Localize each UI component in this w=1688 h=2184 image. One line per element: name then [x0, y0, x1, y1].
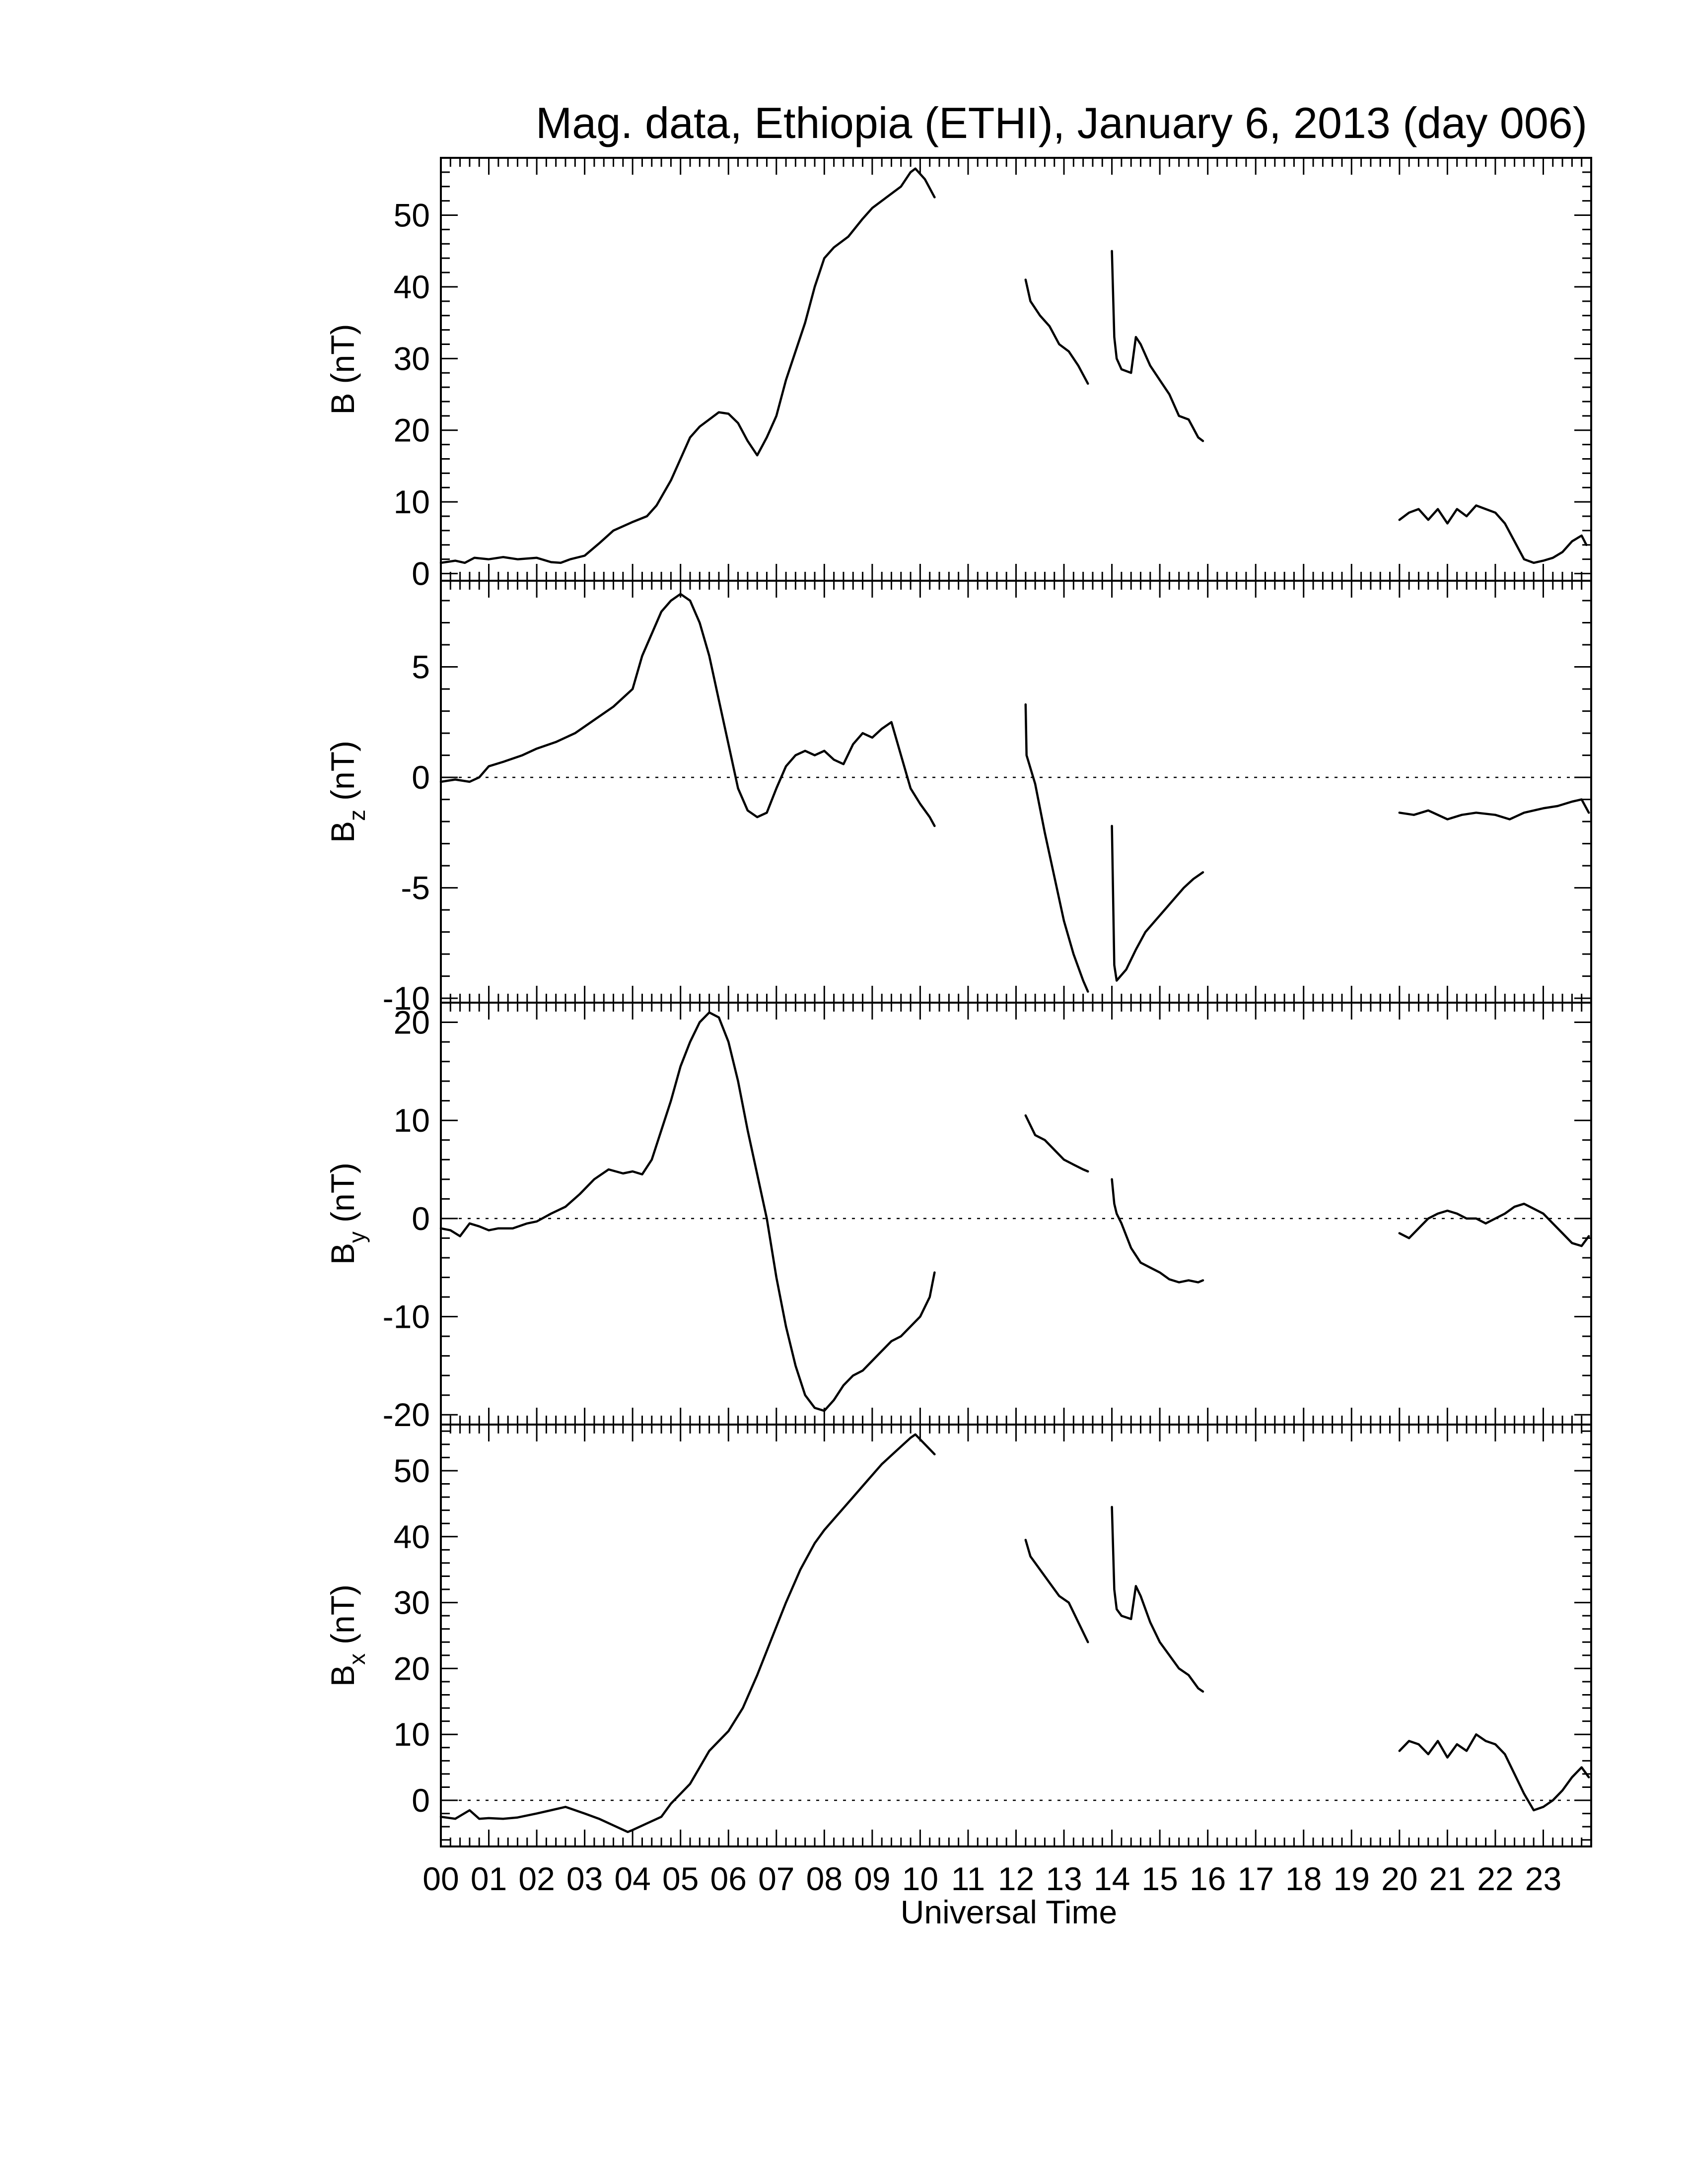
- series-Bz-segment: [1024, 703, 1089, 993]
- panel-By: -20 -10 0 10 20 By (nT): [324, 1002, 1592, 1433]
- y-axis-label: B (nT): [324, 324, 361, 414]
- x-tick-label: 01: [471, 1860, 507, 1897]
- y-tick-label: 10: [394, 1716, 430, 1753]
- series-By-segment: [1398, 1202, 1590, 1247]
- x-tick-label: 14: [1094, 1860, 1130, 1897]
- y-tick-label: 0: [412, 555, 430, 592]
- x-tick-label: 12: [998, 1860, 1034, 1897]
- y-tick-label: 10: [394, 483, 430, 520]
- y-tick-label: -5: [401, 870, 430, 906]
- x-tick-label: 07: [758, 1860, 794, 1897]
- x-tick-label: 17: [1237, 1860, 1273, 1897]
- series-Bx-segment: [439, 1433, 936, 1834]
- series-Bx-segment: [1024, 1539, 1089, 1643]
- x-tick-label: 03: [566, 1860, 603, 1897]
- y-label-main: B: [324, 393, 361, 414]
- y-axis-label: Bx (nT): [324, 1584, 370, 1687]
- x-tick-label: 19: [1334, 1860, 1370, 1897]
- y-label-main: B: [324, 1665, 361, 1687]
- y-tick-label: 10: [394, 1102, 430, 1139]
- y-label-subscript: x: [344, 1653, 370, 1665]
- y-label-main: B: [324, 821, 361, 843]
- x-tick-label: 05: [662, 1860, 699, 1897]
- y-tick-label: 0: [412, 759, 430, 796]
- series-Bz-segment: [1111, 824, 1204, 982]
- panel-B: 0 10 20 30 40 50 B (nT): [324, 157, 1592, 592]
- panel-Bx: 0 10 20 30 40 50 Bx (nT): [324, 1424, 1592, 1847]
- series-Bx-segment: [1111, 1505, 1204, 1693]
- y-tick-label: 40: [394, 1518, 430, 1555]
- y-tick-label: 20: [394, 1650, 430, 1687]
- panel-frame: [440, 1002, 1592, 1426]
- series-B-segment: [1024, 278, 1089, 385]
- x-tick-label: 22: [1477, 1860, 1513, 1897]
- series-B-segment: [1111, 250, 1204, 442]
- series-By-segment: [439, 1011, 936, 1412]
- y-tick-label: 30: [394, 1584, 430, 1621]
- y-axis-label: By (nT): [324, 1162, 370, 1265]
- x-tick-label: 13: [1046, 1860, 1082, 1897]
- y-tick-label: -10: [383, 1298, 430, 1335]
- y-tick-label: -20: [383, 1396, 430, 1433]
- panels: 0 10 20 30 40 50 B (nT) -10 -5 0 5 Bz (nT) -20 -10 0 10 20…: [324, 157, 1592, 1847]
- series-Bx-segment: [1398, 1733, 1590, 1812]
- x-tick-label: 00: [422, 1860, 459, 1897]
- chart-title: Mag. data, Ethiopia (ETHI), January 6, 2…: [536, 98, 1587, 147]
- y-label-main: B: [324, 1243, 361, 1265]
- x-tick-label: 06: [710, 1860, 747, 1897]
- x-tick-label: 11: [951, 1860, 985, 1897]
- panel-frame: [440, 157, 1592, 582]
- panel-frame: [440, 1424, 1592, 1847]
- panel-Bz: -10 -5 0 5 Bz (nT): [324, 580, 1592, 1017]
- y-label-subscript: z: [344, 810, 370, 821]
- series-B-segment: [439, 167, 936, 564]
- y-tick-label: 0: [412, 1200, 430, 1237]
- y-axis-label: Bz (nT): [324, 741, 370, 843]
- panel-frame: [440, 580, 1592, 1004]
- x-tick-label: 04: [614, 1860, 650, 1897]
- y-label-subscript: y: [344, 1231, 370, 1243]
- x-tick-label: 15: [1141, 1860, 1178, 1897]
- x-tick-label: 16: [1190, 1860, 1226, 1897]
- series-Bz-segment: [1398, 798, 1590, 820]
- series-By-segment: [1024, 1114, 1089, 1173]
- y-tick-label: 0: [412, 1782, 430, 1819]
- x-tick-label: 10: [902, 1860, 938, 1897]
- y-tick-label: 20: [394, 1004, 430, 1041]
- series-B-segment: [1398, 504, 1588, 564]
- x-tick-label: 09: [854, 1860, 890, 1897]
- x-tick-label: 23: [1525, 1860, 1561, 1897]
- y-tick-label: 50: [394, 197, 430, 234]
- series-Bz-segment: [439, 593, 936, 827]
- x-tick-label: 08: [806, 1860, 843, 1897]
- x-tick-label: 18: [1285, 1860, 1322, 1897]
- y-label-unit: (nT): [324, 741, 361, 801]
- y-tick-label: 30: [394, 340, 430, 377]
- y-tick-label: -10: [383, 980, 430, 1017]
- x-axis-title: Universal Time: [901, 1894, 1117, 1930]
- x-tick-label: 02: [518, 1860, 555, 1897]
- y-tick-label: 5: [412, 649, 430, 685]
- y-tick-label: 20: [394, 412, 430, 449]
- x-tick-labels: 00 01 02 03 04 05 06 07 08 09 10 11 12 13 14 15 16 17 18 19…: [422, 1860, 1561, 1897]
- x-tick-label: 21: [1429, 1860, 1466, 1897]
- y-label-unit: (nT): [324, 1162, 361, 1223]
- y-label-unit: (nT): [324, 324, 361, 384]
- series-By-segment: [1111, 1178, 1204, 1284]
- y-tick-label: 50: [394, 1452, 430, 1489]
- y-label-unit: (nT): [324, 1584, 361, 1644]
- y-tick-label: 40: [394, 269, 430, 305]
- x-tick-label: 20: [1381, 1860, 1417, 1897]
